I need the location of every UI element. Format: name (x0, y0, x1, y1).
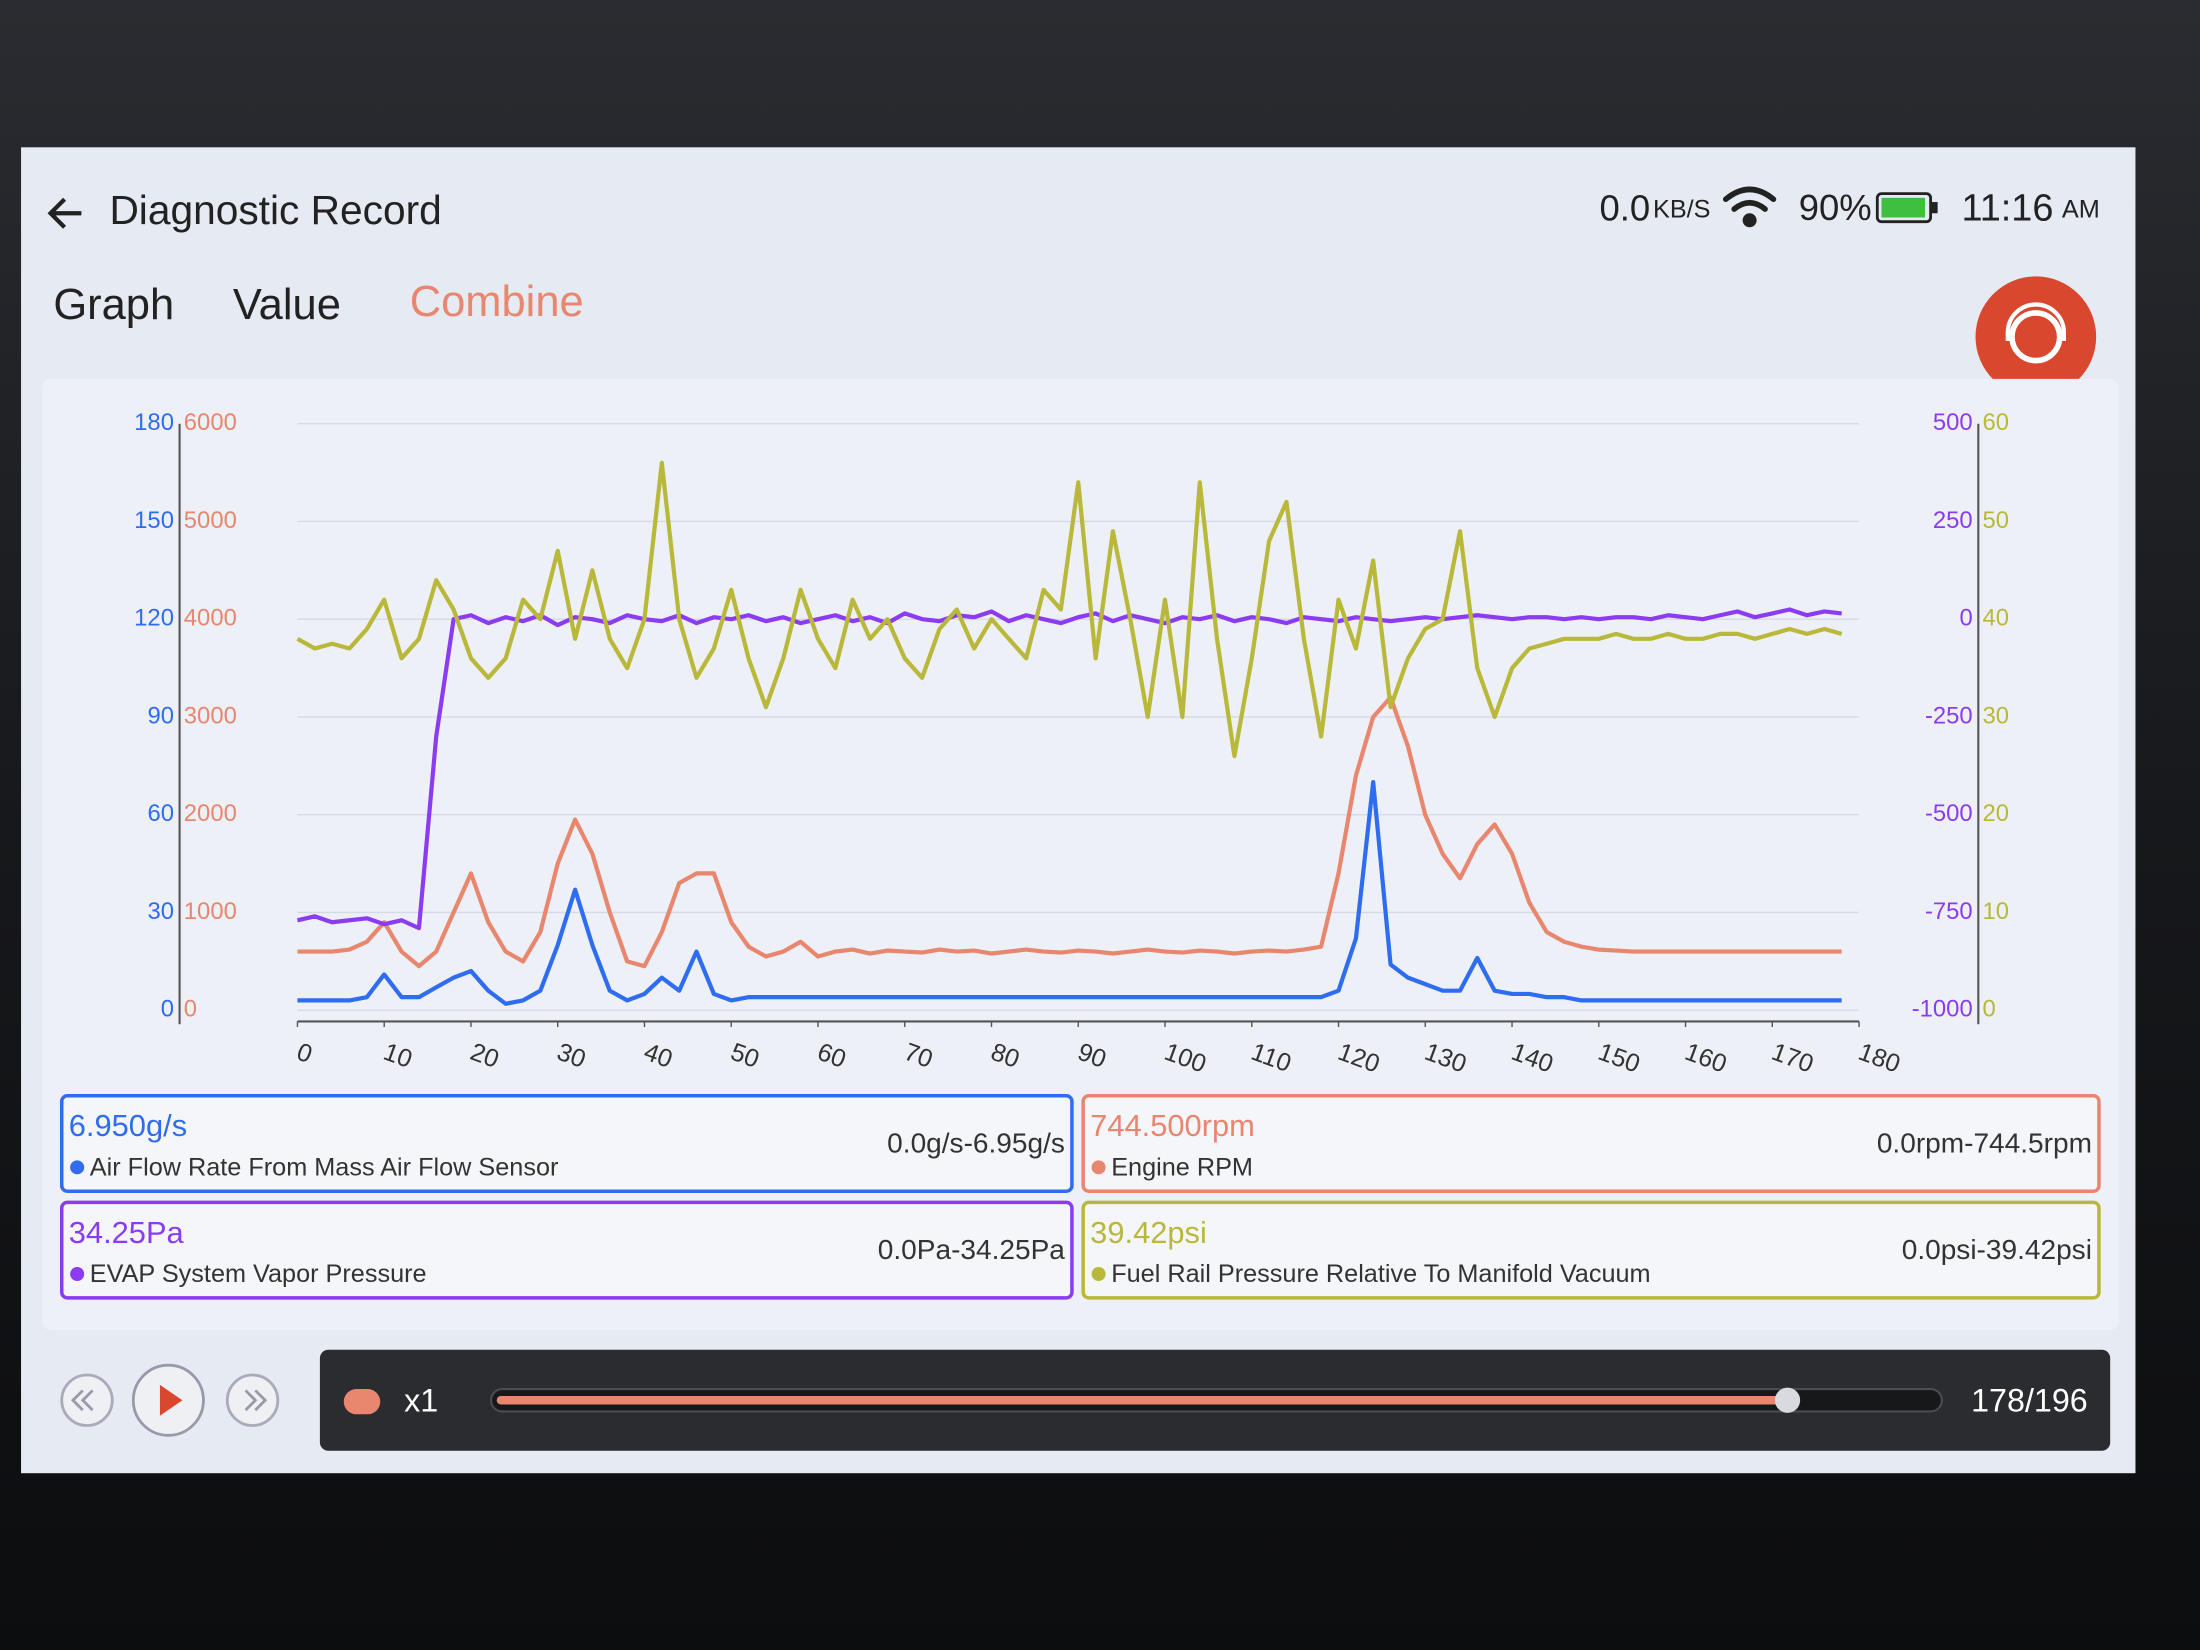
playback-speed[interactable]: x1 (404, 1383, 438, 1419)
y-tick-label: -500 (1925, 800, 1973, 827)
y-tick-label: 120 (134, 605, 174, 632)
clock-time: 11:16 (1961, 187, 2053, 229)
series-line (297, 779, 1842, 1006)
tab[interactable]: Value (233, 281, 341, 329)
y-tick-label: 60 (1983, 409, 2010, 436)
tab[interactable]: Graph (53, 281, 174, 329)
legend-dot (70, 1266, 85, 1281)
net-speed: 0.0 KB/S (1599, 187, 1710, 228)
y-tick-label: 500 (1933, 409, 1973, 436)
chart-panel (42, 378, 2119, 1331)
battery-icon (1875, 192, 1938, 224)
wifi-icon (1722, 186, 1777, 228)
record-indicator (343, 1389, 381, 1415)
y-tick-label: 3000 (184, 702, 237, 729)
y-tick-label: 250 (1933, 507, 1973, 534)
y-tick-label: 30 (147, 898, 174, 925)
legend-reading: 34.25Pa (69, 1215, 185, 1250)
legend-range: 0.0Pa-34.25Pa (878, 1234, 1066, 1265)
progress-knob[interactable] (1774, 1387, 1801, 1413)
legend-dot (1091, 1266, 1106, 1281)
legend-dot (1091, 1160, 1106, 1175)
frame-counter: 178/196 (1971, 1383, 2088, 1419)
legend-name: Engine RPM (1111, 1153, 1253, 1181)
battery-level: 90% (1799, 187, 1872, 228)
y-tick-label: 30 (1983, 702, 2010, 729)
y-tick-label: 20 (1983, 800, 2010, 827)
legend-card (59, 1200, 1074, 1300)
legend-dot (70, 1160, 85, 1175)
y-tick-label: -1000 (1912, 996, 1973, 1023)
rewind-button[interactable] (60, 1373, 114, 1427)
y-tick-label: 150 (134, 507, 174, 534)
y-tick-label: -250 (1925, 702, 1973, 729)
y-tick-label: 6000 (184, 409, 237, 436)
legend-card (59, 1094, 1074, 1193)
legend-range: 0.0g/s-6.95g/s (887, 1127, 1065, 1158)
y-tick-label: 90 (147, 702, 174, 729)
series-line (297, 695, 1842, 969)
series-line (296, 607, 1842, 931)
legend-card (1081, 1200, 2101, 1300)
y-tick-label: 2000 (184, 800, 237, 827)
series-line (296, 460, 1843, 759)
support-button[interactable] (1975, 276, 2097, 398)
y-tick-label: 0 (161, 996, 174, 1023)
legend-reading: 6.950g/s (69, 1108, 187, 1143)
y-tick-label: 0 (1959, 605, 1972, 632)
legend-range: 0.0rpm-744.5rpm (1877, 1127, 2092, 1158)
legend-name: Fuel Rail Pressure Relative To Manifold … (1111, 1260, 1650, 1288)
legend-reading: 744.500rpm (1090, 1108, 1255, 1143)
legend-name: EVAP System Vapor Pressure (90, 1260, 427, 1288)
clock-ampm: AM (2062, 195, 2100, 223)
y-tick-label: 10 (1983, 898, 2010, 925)
back-button[interactable] (47, 197, 82, 229)
tab-active[interactable]: Combine (410, 278, 584, 326)
y-tick-label: 1000 (184, 898, 237, 925)
net-speed-value: 0.0 (1599, 187, 1650, 228)
legend-cards: 6.950g/s Air Flow Rate From Mass Air Flow… (59, 1094, 2101, 1300)
play-button[interactable] (131, 1363, 205, 1437)
y-tick-label: 50 (1983, 507, 2010, 534)
progress-fill (496, 1396, 1788, 1405)
y-tick-label: 0 (184, 996, 197, 1023)
forward-button[interactable] (225, 1373, 280, 1427)
legend-card (1081, 1094, 2101, 1193)
y-tick-label: 40 (1983, 605, 2010, 632)
page-title: Diagnostic Record (109, 187, 441, 233)
net-speed-unit: KB/S (1653, 195, 1711, 223)
y-tick-label: 0 (1983, 996, 1996, 1023)
y-tick-label: 180 (134, 409, 174, 436)
y-tick-label: -750 (1925, 898, 1973, 925)
clock: 11:16 AM (1961, 187, 2099, 229)
y-tick-label: 60 (147, 800, 174, 827)
legend-name: Air Flow Rate From Mass Air Flow Sensor (90, 1153, 559, 1181)
legend-reading: 39.42psi (1090, 1215, 1207, 1250)
legend-range: 0.0psi-39.42psi (1902, 1234, 2092, 1265)
y-tick-label: 4000 (184, 605, 237, 632)
y-tick-label: 5000 (184, 507, 237, 534)
